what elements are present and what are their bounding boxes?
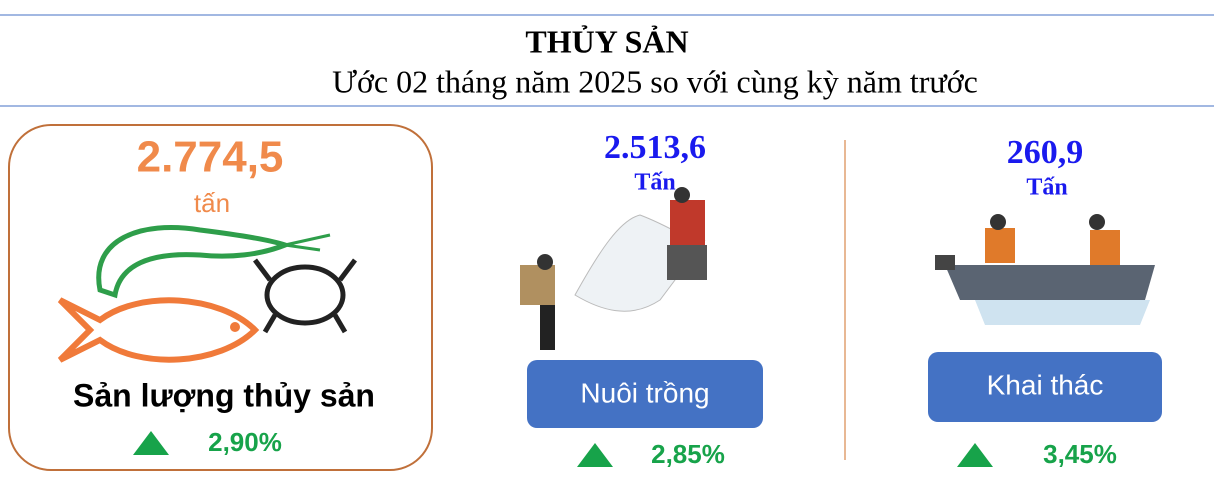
category-button <box>527 360 763 428</box>
change: 3,45% <box>1043 439 1117 469</box>
card-frame <box>8 124 433 471</box>
title: THỦY SẢN <box>525 23 688 59</box>
label: Khai thác <box>987 369 1104 400</box>
label: Sản lượng thủy sản <box>73 377 375 413</box>
unit: tấn <box>194 188 230 218</box>
value: 2.513,6 <box>604 129 706 166</box>
change: 2,90% <box>208 427 282 457</box>
value: 260,9 <box>1007 134 1084 171</box>
up-arrow <box>577 443 613 467</box>
fishing-boat-illustration <box>935 214 1155 325</box>
change: 2,85% <box>651 439 725 469</box>
subtitle: Ước 02 tháng năm 2025 so với cùng kỳ năm… <box>332 63 978 99</box>
up-arrow <box>133 431 169 455</box>
value: 2.774,5 <box>137 133 284 182</box>
fish-farming-illustration <box>520 187 707 350</box>
category-button <box>928 352 1162 422</box>
unit: Tấn <box>1026 175 1067 201</box>
unit: Tấn <box>634 170 675 196</box>
up-arrow <box>957 443 993 467</box>
seafood-illustration <box>57 225 357 363</box>
label: Nuôi trồng <box>580 377 709 408</box>
